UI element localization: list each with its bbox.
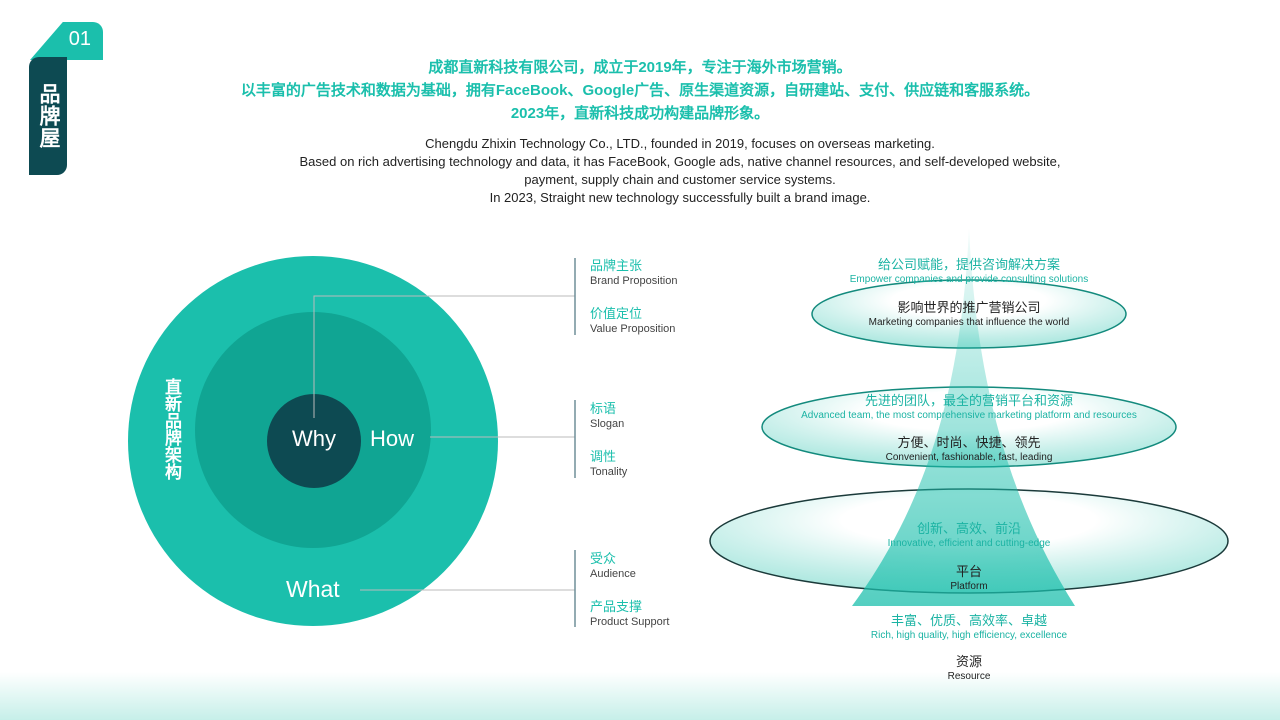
header-en-line: payment, supply chain and customer servi… <box>524 172 836 187</box>
header-cn-line: 以丰富的广告技术和数据为基础，拥有FaceBook、Google广告、原生渠道资… <box>240 82 1040 99</box>
what-label: What <box>286 576 340 602</box>
pyramid-text-advanced-team: 先进的团队，最全的营销平台和资源 Advanced team, the most … <box>801 393 1137 421</box>
header-cn-line: 成都直新科技有限公司，成立于2019年，专注于海外市场营销。 <box>428 59 852 76</box>
header-en-line: Chengdu Zhixin Technology Co., LTD., fou… <box>425 136 935 151</box>
bottom-gradient-band <box>0 672 1280 720</box>
pyramid-text-platform: 平台 Platform <box>950 564 988 592</box>
pyramid-text-resource: 资源 Resource <box>947 654 991 682</box>
how-label: How <box>370 426 415 451</box>
header-cn: 成都直新科技有限公司，成立于2019年，专注于海外市场营销。 以丰富的广告技术和… <box>0 56 1280 125</box>
circle-title: 直新品牌架构 <box>162 378 181 480</box>
header-en: Chengdu Zhixin Technology Co., LTD., fou… <box>0 135 1280 207</box>
section-title: 品牌屋 <box>29 57 67 175</box>
label-audience: 受众 Audience <box>590 551 636 580</box>
header-en-line: Based on rich advertising technology and… <box>299 154 1061 169</box>
pyramid-text-innovative: 创新、高效、前沿 Innovative, efficient and cuttin… <box>887 521 1051 549</box>
label-value-proposition: 价值定位 Value Proposition <box>590 306 676 335</box>
why-label: Why <box>292 426 336 451</box>
label-tonality: 调性 Tonality <box>590 449 628 478</box>
pyramid-text-rich: 丰富、优质、高效率、卓越 Rich, high quality, high eff… <box>870 613 1068 641</box>
pyramid-text-influence: 影响世界的推广营销公司 Marketing companies that infl… <box>868 300 1070 328</box>
inner-circle-why <box>267 394 361 488</box>
pyramid-text-convenient: 方便、时尚、快捷、领先 Convenient, fashionable, fast… <box>885 435 1053 463</box>
pyramid-spike <box>852 228 1075 606</box>
pyramid-text-empower: 给公司赋能，提供咨询解决方案 Empower companies and prov… <box>849 257 1089 285</box>
label-slogan: 标语 Slogan <box>590 401 625 430</box>
label-product-support: 产品支撑 Product Support <box>590 599 670 628</box>
header-en-line: In 2023, Straight new technology success… <box>489 190 871 205</box>
label-brand-proposition: 品牌主张 Brand Proposition <box>590 258 678 287</box>
header-cn-line: 2023年，直新科技成功构建品牌形象。 <box>510 105 770 122</box>
